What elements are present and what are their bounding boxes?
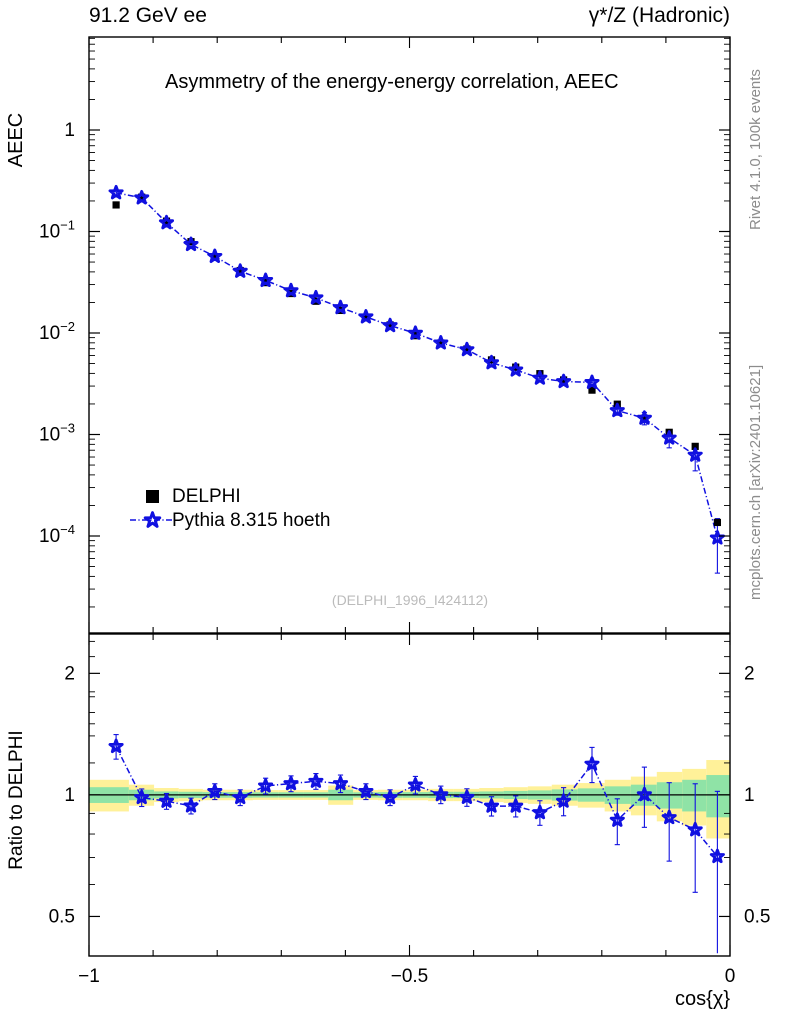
svg-text:cos{χ}: cos{χ} — [675, 988, 730, 1010]
svg-text:0: 0 — [725, 966, 736, 987]
svg-text:0.5: 0.5 — [49, 906, 75, 927]
svg-text:2: 2 — [64, 663, 75, 684]
svg-text:DELPHI: DELPHI — [172, 486, 241, 507]
svg-text:Rivet 4.1.0, 100k events: Rivet 4.1.0, 100k events — [747, 69, 764, 230]
svg-text:γ*/Z (Hadronic): γ*/Z (Hadronic) — [589, 4, 730, 27]
svg-text:1: 1 — [744, 785, 755, 806]
svg-text:91.2 GeV ee: 91.2 GeV ee — [89, 4, 207, 27]
svg-text:Asymmetry of the energy-energy: Asymmetry of the energy-energy correlati… — [165, 71, 619, 93]
svg-text:Pythia 8.315 hoeth: Pythia 8.315 hoeth — [172, 510, 330, 531]
svg-text:−0.5: −0.5 — [391, 966, 429, 987]
svg-text:0.5: 0.5 — [744, 906, 770, 927]
svg-text:1: 1 — [64, 785, 75, 806]
svg-text:AEEC: AEEC — [5, 113, 27, 167]
svg-text:−1: −1 — [78, 966, 100, 987]
svg-text:(DELPHI_1996_I424112): (DELPHI_1996_I424112) — [332, 592, 488, 608]
svg-text:1: 1 — [64, 120, 75, 141]
svg-text:Ratio to DELPHI: Ratio to DELPHI — [6, 730, 27, 869]
svg-text:2: 2 — [744, 663, 755, 684]
svg-text:mcplots.cern.ch [arXiv:2401.10: mcplots.cern.ch [arXiv:2401.10621] — [747, 365, 764, 600]
